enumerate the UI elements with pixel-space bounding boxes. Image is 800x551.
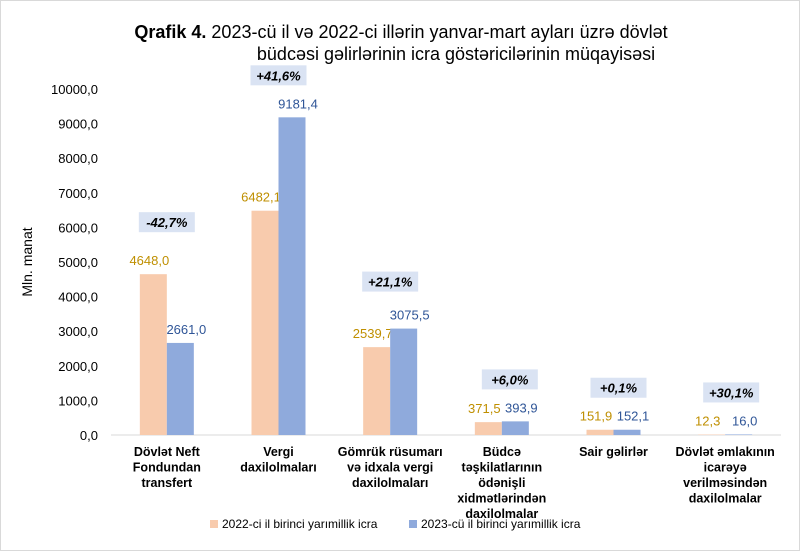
x-tick-label: və idxala vergi xyxy=(347,461,433,475)
x-tick-label: Sair gəlirlər xyxy=(579,445,648,459)
x-tick-label: Vergi xyxy=(263,445,294,459)
x-tick-label: icarəyə xyxy=(704,461,747,475)
bar-2022 xyxy=(363,347,391,435)
title-line1: 2023-cü il və 2022-ci illərin yanvar-mar… xyxy=(211,22,668,42)
y-axis-label: Mln. manat xyxy=(19,227,35,296)
change-annotation-box xyxy=(250,65,307,86)
data-label: 2661,0 xyxy=(166,322,206,337)
x-tick-label: daxilolmaları xyxy=(352,476,428,490)
data-label: 2539,7 xyxy=(353,326,393,341)
change-annotation-box xyxy=(481,369,538,390)
y-tick-label: 6000,0 xyxy=(58,220,98,235)
x-tick-label: daxilolmaları xyxy=(240,461,316,475)
data-label: 16,0 xyxy=(732,413,757,428)
change-annotation: +41,6% xyxy=(256,68,301,83)
y-tick-label: 0,0 xyxy=(80,428,98,443)
data-label: 9181,4 xyxy=(278,96,318,111)
data-label: 6482,1 xyxy=(241,190,281,205)
x-tick-label: xidmətlərindən xyxy=(457,492,546,506)
bar-2023 xyxy=(725,434,753,435)
data-label: 371,5 xyxy=(468,401,501,416)
y-tick-label: 7000,0 xyxy=(58,186,98,201)
x-tick-label: transfert xyxy=(141,476,193,490)
title-bold: Qrafik 4. xyxy=(134,22,207,42)
bar-2023 xyxy=(613,429,641,435)
change-annotation-box xyxy=(590,377,647,398)
x-tick-label: ödənişli xyxy=(478,476,525,490)
bar-2022 xyxy=(586,429,614,435)
data-label: 12,3 xyxy=(695,414,720,429)
y-tick-label: 3000,0 xyxy=(58,324,98,339)
bar-2023 xyxy=(278,117,306,436)
data-label: 152,1 xyxy=(617,409,650,424)
bar-2022 xyxy=(139,274,167,435)
y-tick-label: 4000,0 xyxy=(58,290,98,305)
change-annotation-box xyxy=(362,271,419,292)
legend-swatch xyxy=(409,520,417,528)
chart-title: Qrafik 4. 2023-cü il və 2022-ci illərin … xyxy=(1,21,799,65)
y-tick-label: 10000,0 xyxy=(51,82,98,97)
change-annotation-box xyxy=(703,382,760,403)
y-tick-label: 2000,0 xyxy=(58,359,98,374)
data-label: 3075,5 xyxy=(390,308,430,323)
change-annotation: +6,0% xyxy=(491,372,529,387)
change-annotation: +0,1% xyxy=(600,381,638,396)
x-tick-label: Büdcə xyxy=(483,445,521,459)
y-tick-label: 8000,0 xyxy=(58,151,98,166)
bar-2023 xyxy=(501,421,529,435)
change-annotation: +30,1% xyxy=(709,385,754,400)
bar-2023 xyxy=(390,328,418,435)
title-line2: büdcəsi gəlirlərinin icra göstəricilərin… xyxy=(256,44,656,64)
bar-2022 xyxy=(474,422,502,435)
bar-2022 xyxy=(251,210,279,435)
bar-2023 xyxy=(166,342,194,435)
y-tick-label: 9000,0 xyxy=(58,117,98,132)
data-label: 151,9 xyxy=(580,409,613,424)
data-label: 4648,0 xyxy=(129,253,169,268)
x-tick-label: daxilolmalar xyxy=(465,507,538,521)
change-annotation-box xyxy=(138,212,195,233)
y-tick-label: 1000,0 xyxy=(58,393,98,408)
legend-label: 2022-ci il birinci yarımillik icra xyxy=(222,517,378,531)
x-tick-label: Dövlət əmlakının xyxy=(675,445,774,459)
x-tick-label: Gömrük rüsumarı xyxy=(338,445,443,459)
x-tick-label: verilməsindən xyxy=(683,476,767,490)
legend-swatch xyxy=(210,520,218,528)
x-tick-label: təşkilatlarının xyxy=(462,461,543,475)
legend-label: 2023-cü il birinci yarımillik icra xyxy=(421,517,581,531)
change-annotation: +21,1% xyxy=(368,275,413,290)
y-tick-label: 5000,0 xyxy=(58,255,98,270)
x-tick-label: daxilolmalar xyxy=(689,492,762,506)
change-annotation: -42,7% xyxy=(146,215,188,230)
data-label: 393,9 xyxy=(505,400,538,415)
x-tick-label: Dövlət Neft xyxy=(134,445,201,459)
x-tick-label: Fondundan xyxy=(133,461,201,475)
